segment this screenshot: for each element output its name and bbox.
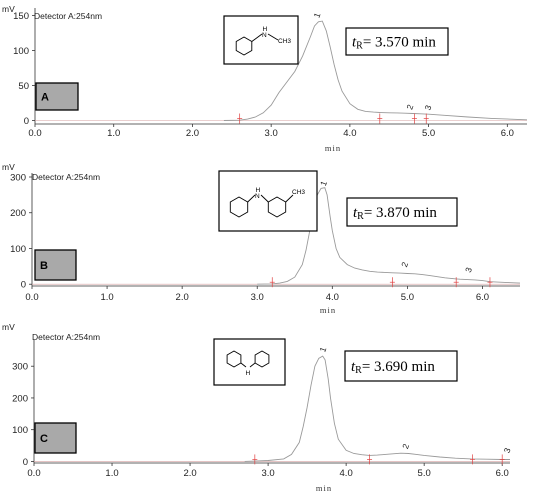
x-axis-label: min [325, 143, 341, 153]
molecule-structure [235, 33, 279, 56]
y-tick-label: 100 [12, 425, 28, 436]
retention-time-box [344, 350, 458, 382]
y-tick-label: 0 [24, 116, 29, 127]
x-tick-label: 2.0 [176, 292, 189, 303]
x-tick-label: 0.0 [27, 468, 40, 479]
panel-label: C [40, 433, 48, 445]
n-bond-left [247, 194, 256, 203]
structure-box [213, 338, 286, 386]
x-tick-label: 4.0 [340, 468, 353, 479]
x-tick-label: 6.0 [476, 292, 489, 303]
peak-label: 3 [502, 446, 513, 454]
y-tick-label: 300 [12, 362, 28, 373]
x-tick-label: 2.0 [186, 128, 199, 139]
x-tick-label: 1.0 [107, 128, 120, 139]
structure-label: CH3 [278, 38, 291, 45]
peak-label: 2 [399, 260, 410, 268]
n-bond-left [240, 362, 247, 368]
chromatogram-panel-b: 0 100 200 300 0.0 1.0 2.0 3.0 4.0 5.0 6.0 mV Detecto… [2, 162, 521, 315]
hydrogen-atom: H [256, 187, 261, 194]
peak-label: 1 [312, 11, 323, 19]
panel-label: A [41, 92, 49, 104]
retention-time-box [345, 27, 449, 56]
x-tick-label: 6.0 [496, 468, 509, 479]
detector-label: Detector A:254nm [32, 172, 100, 182]
x-tick-label: 5.0 [418, 468, 431, 479]
chromatogram-panel-c: 0 100 200 300 0.0 1.0 2.0 3.0 4.0 5.0 6.0 mV Detecto… [2, 322, 513, 493]
y-unit-label: mV [2, 322, 15, 332]
y-tick-label: 0 [23, 457, 28, 468]
peak-label: 1 [317, 345, 328, 353]
peak-label: 3 [463, 266, 474, 274]
n-bond [251, 33, 263, 42]
nitrogen-atom: N [262, 32, 267, 39]
panel-label-box [35, 82, 79, 111]
peak-label: 2 [400, 442, 411, 450]
structure-box [218, 170, 318, 232]
structure-box [223, 15, 299, 65]
y-tick-label: 200 [12, 393, 28, 404]
peak-label: 3 [423, 103, 434, 111]
molecule-structure [229, 194, 294, 218]
chromatogram-panel-a: 0 50 100 150 0.0 1.0 2.0 3.0 4.0 5.0 6.0 mV Detector… [2, 4, 528, 153]
y-unit-label: mV [2, 162, 15, 172]
peak-label: 1 [318, 179, 329, 187]
retention-time-label: tR= 3.870 min [353, 205, 437, 222]
x-axis-label: min [316, 483, 332, 493]
x-tick-label: 6.0 [501, 128, 514, 139]
nitrogen-atom: N [255, 193, 260, 200]
x-tick-label: 4.0 [343, 128, 356, 139]
x-tick-label: 3.0 [261, 468, 274, 479]
retention-time-box [346, 197, 458, 227]
panel-label-box [34, 249, 77, 281]
peak-label: 2 [404, 103, 415, 111]
x-tick-label: 0.0 [28, 128, 41, 139]
benzene-ring-left [226, 350, 242, 368]
y-tick-label: 100 [13, 46, 29, 57]
methyl-bond [267, 33, 279, 41]
detector-label: Detector A:254nm [34, 11, 102, 21]
x-tick-label: 3.0 [265, 128, 278, 139]
x-tick-label: 5.0 [401, 292, 414, 303]
retention-time-label: tR= 3.570 min [352, 35, 436, 52]
x-tick-label: 3.0 [251, 292, 264, 303]
methyl-bond [285, 194, 294, 203]
y-tick-label: 150 [13, 11, 29, 22]
structure-label: CH3 [292, 189, 305, 196]
y-tick-label: 0 [21, 280, 26, 291]
panel-label-box [34, 422, 77, 454]
x-tick-label: 2.0 [183, 468, 196, 479]
structure-label: H [246, 370, 251, 377]
x-tick-label: 1.0 [100, 292, 113, 303]
x-axis-label: min [320, 305, 336, 315]
x-tick-label: 0.0 [25, 292, 38, 303]
chromatogram-trace [257, 187, 521, 285]
y-unit-label: mV [2, 4, 15, 14]
panel-label: B [40, 260, 48, 272]
retention-time-label: tR= 3.690 min [351, 359, 435, 376]
chromatogram-trace [244, 355, 510, 462]
y-tick-label: 300 [10, 173, 26, 184]
x-tick-label: 1.0 [105, 468, 118, 479]
x-tick-label: 5.0 [422, 128, 435, 139]
x-tick-label: 4.0 [326, 292, 339, 303]
detector-label: Detector A:254nm [32, 332, 100, 342]
chromatogram-trace [223, 20, 528, 121]
y-tick-label: 100 [10, 244, 26, 255]
n-bond-right [249, 362, 256, 368]
benzene-ring-right [254, 350, 270, 368]
y-tick-label: 200 [10, 208, 26, 219]
hydrogen-atom: H [263, 26, 268, 33]
n-bond-right [260, 194, 269, 203]
molecule-structure [226, 350, 270, 368]
y-tick-label: 50 [18, 81, 29, 92]
